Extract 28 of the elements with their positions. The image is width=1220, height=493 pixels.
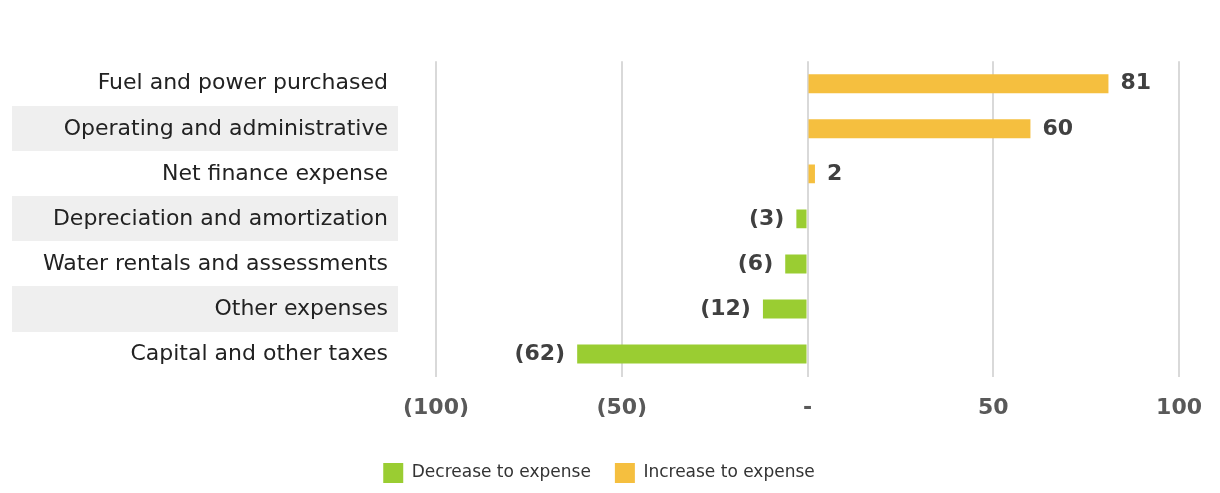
data-label: (62) <box>514 339 566 365</box>
bar <box>808 164 815 184</box>
bar <box>785 254 807 274</box>
x-tick-label: 50 <box>977 393 1009 419</box>
data-label: 81 <box>1120 69 1152 95</box>
bar <box>808 119 1031 139</box>
bar <box>577 344 807 364</box>
data-label: 2 <box>826 159 843 185</box>
bar <box>808 74 1109 94</box>
y-tick-label: Capital and other taxes <box>130 339 388 365</box>
bar <box>762 299 807 319</box>
bar <box>796 209 807 229</box>
data-label: (6) <box>737 249 774 275</box>
y-tick-label: Operating and administrative <box>63 114 388 140</box>
x-tick-label: - <box>802 393 813 419</box>
legend-label: Decrease to expense <box>411 461 591 482</box>
y-tick-label: Fuel and power purchased <box>97 69 388 95</box>
x-tick-label: (50) <box>596 393 648 419</box>
data-label: 60 <box>1042 114 1074 140</box>
x-tick-label: 100 <box>1156 393 1203 419</box>
legend-label: Increase to expense <box>643 461 815 482</box>
y-tick-label: Depreciation and amortization <box>52 204 388 230</box>
data-label: (3) <box>748 204 785 230</box>
y-tick-label: Other expenses <box>214 294 388 320</box>
y-tick-label: Water rentals and assessments <box>43 249 388 275</box>
data-label: (12) <box>700 294 751 320</box>
x-tick-label: (100) <box>402 393 470 419</box>
y-tick-label: Net finance expense <box>161 159 388 185</box>
